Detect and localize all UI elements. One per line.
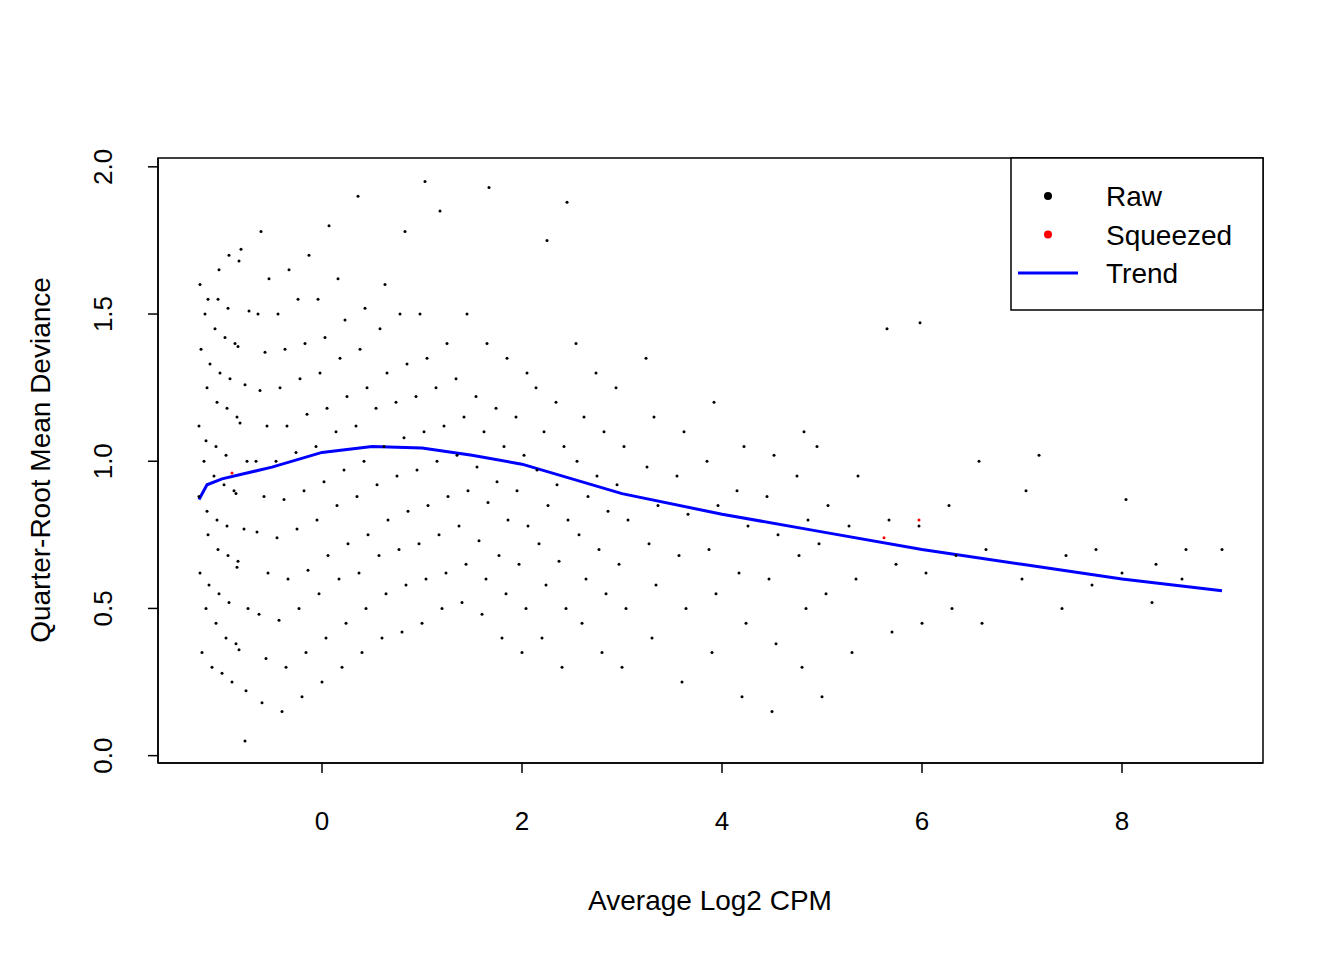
svg-text:0.0: 0.0 [88,738,118,774]
svg-text:0.5: 0.5 [88,590,118,626]
svg-text:8: 8 [1115,806,1129,836]
svg-text:1.0: 1.0 [88,443,118,479]
svg-text:Quarter-Root Mean Deviance: Quarter-Root Mean Deviance [25,277,56,643]
svg-text:Raw: Raw [1106,181,1163,212]
svg-text:2: 2 [515,806,529,836]
svg-text:4: 4 [715,806,729,836]
svg-text:6: 6 [915,806,929,836]
svg-text:2.0: 2.0 [88,149,118,185]
svg-text:Squeezed: Squeezed [1106,220,1232,251]
svg-text:1.5: 1.5 [88,296,118,332]
svg-text:Trend: Trend [1106,258,1178,289]
svg-text:0: 0 [315,806,329,836]
svg-text:Average Log2 CPM: Average Log2 CPM [588,885,832,916]
